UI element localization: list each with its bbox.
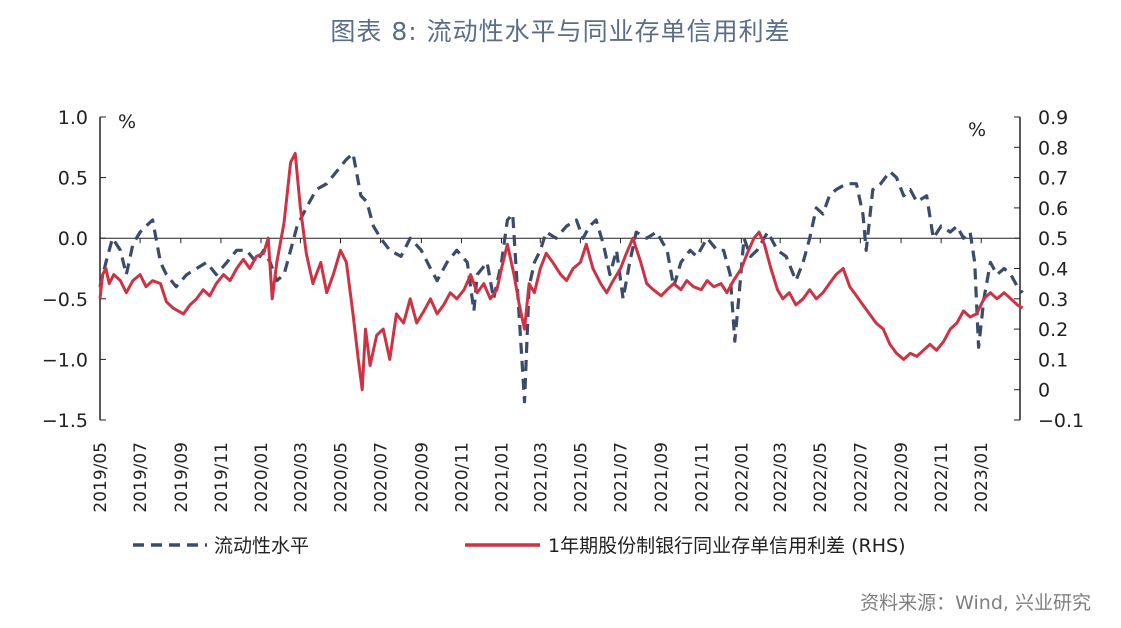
right-tick-label: 0.1 xyxy=(1038,349,1068,371)
x-tick-label: 2022/07 xyxy=(851,442,871,513)
legend-label-liquidity: 流动性水平 xyxy=(214,535,309,557)
x-tick-label: 2022/03 xyxy=(771,442,791,513)
source-note: 资料来源：Wind, 兴业研究 xyxy=(860,592,1091,614)
x-tick-label: 2021/11 xyxy=(692,442,712,513)
left-axis-unit: % xyxy=(118,111,136,133)
x-tick-label: 2021/07 xyxy=(611,442,631,513)
x-tick-label: 2019/11 xyxy=(212,442,232,513)
left-tick-label: 0.5 xyxy=(58,168,88,190)
right-tick-label: 0.9 xyxy=(1038,107,1068,129)
left-tick-label: −1.5 xyxy=(42,410,88,432)
x-tick-label: 2021/05 xyxy=(571,442,591,513)
x-axis-ticks: 2019/05 2019/07 2019/09 2019/11 2020/01 2020/… xyxy=(91,238,992,513)
right-tick-label: 0.4 xyxy=(1038,259,1068,281)
x-tick-label: 2022/05 xyxy=(811,442,831,513)
x-tick-label: 2021/03 xyxy=(531,442,551,513)
left-tick-label: 1.0 xyxy=(58,107,88,129)
x-tick-label: 2022/09 xyxy=(892,442,912,513)
x-tick-label: 2022/11 xyxy=(932,442,952,513)
right-tick-label: 0.3 xyxy=(1038,289,1068,311)
spread-series-line xyxy=(98,151,1024,392)
right-tick-label: 0.5 xyxy=(1038,228,1068,250)
x-tick-label: 2020/07 xyxy=(372,442,392,513)
right-tick-label: 0 xyxy=(1038,380,1050,402)
liquidity-series-line xyxy=(98,151,1024,404)
left-axis-ticks: 1.0 0.5 0.0 −0.5 −1.0 −1.5 xyxy=(42,107,106,432)
left-tick-label: 0.0 xyxy=(58,228,88,250)
left-tick-label: −1.0 xyxy=(42,349,88,371)
x-tick-label: 2021/01 xyxy=(493,442,513,513)
x-tick-label: 2019/05 xyxy=(91,442,111,513)
x-tick-label: 2020/11 xyxy=(452,442,472,513)
x-tick-label: 2019/07 xyxy=(131,442,151,513)
legend-label-spread: 1年期股份制银行同业存单信用利差 (RHS) xyxy=(548,535,906,557)
right-axis-ticks: 0.9 0.8 0.7 0.6 0.5 0.4 0.3 0.2 0.1 0 −0.1 xyxy=(1014,107,1084,432)
right-axis-unit: % xyxy=(968,119,986,141)
right-tick-label: 0.7 xyxy=(1038,168,1068,190)
x-tick-label: 2020/01 xyxy=(252,442,272,513)
x-tick-label: 2022/01 xyxy=(732,442,752,513)
series-layer xyxy=(98,151,1024,404)
legend: 流动性水平 1年期股份制银行同业存单信用利差 (RHS) xyxy=(133,535,906,557)
right-tick-label: −0.1 xyxy=(1038,410,1084,432)
x-tick-label: 2020/03 xyxy=(291,442,311,513)
right-tick-label: 0.8 xyxy=(1038,137,1068,159)
right-tick-label: 0.6 xyxy=(1038,198,1068,220)
x-tick-label: 2020/09 xyxy=(412,442,432,513)
chart-title: 图表 8: 流动性水平与同业存单信用利差 xyxy=(330,17,791,46)
x-tick-label: 2023/01 xyxy=(972,442,992,513)
x-tick-label: 2021/09 xyxy=(652,442,672,513)
right-tick-label: 0.2 xyxy=(1038,319,1068,341)
left-tick-label: −0.5 xyxy=(42,289,88,311)
x-tick-label: 2019/09 xyxy=(172,442,192,513)
x-tick-label: 2020/05 xyxy=(332,442,352,513)
